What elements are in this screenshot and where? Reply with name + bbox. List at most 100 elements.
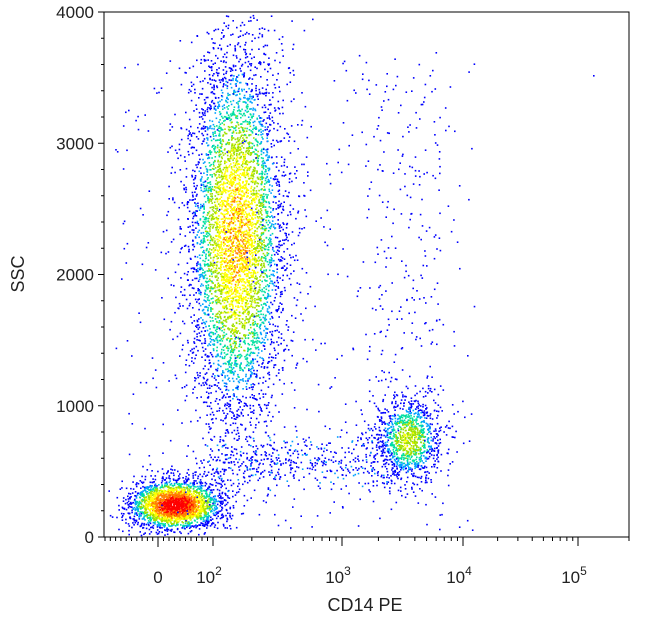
event-dot bbox=[150, 518, 152, 521]
event-dot bbox=[249, 209, 252, 211]
event-dot bbox=[152, 502, 155, 505]
event-dot bbox=[266, 244, 269, 246]
event-dot bbox=[185, 359, 188, 361]
event-dot bbox=[230, 113, 232, 115]
event-dot bbox=[184, 487, 186, 489]
event-dot bbox=[187, 503, 189, 506]
event-dot bbox=[223, 222, 225, 224]
event-dot bbox=[173, 495, 176, 497]
event-dot bbox=[156, 503, 159, 506]
event-dot bbox=[274, 59, 276, 62]
event-dot bbox=[127, 495, 129, 498]
event-dot bbox=[269, 282, 271, 285]
event-dot bbox=[134, 502, 136, 504]
event-dot bbox=[227, 228, 230, 231]
event-dot bbox=[212, 247, 215, 249]
event-dot bbox=[196, 339, 198, 341]
event-dot bbox=[165, 481, 168, 483]
event-dot bbox=[234, 344, 237, 347]
event-dot bbox=[185, 514, 188, 517]
event-dot bbox=[252, 212, 255, 215]
event-dot bbox=[154, 523, 156, 525]
event-dot bbox=[136, 506, 139, 509]
event-dot bbox=[239, 220, 242, 223]
event-dot bbox=[196, 324, 199, 326]
event-dot bbox=[202, 158, 204, 161]
event-dot bbox=[170, 502, 172, 504]
event-dot bbox=[163, 502, 165, 504]
event-dot bbox=[205, 188, 208, 190]
event-dot bbox=[230, 273, 232, 276]
event-dot bbox=[259, 223, 261, 226]
event-dot bbox=[182, 490, 184, 492]
event-dot bbox=[194, 377, 196, 379]
event-dot bbox=[251, 252, 253, 254]
event-dot bbox=[206, 507, 209, 510]
event-dot bbox=[234, 331, 236, 333]
event-dot bbox=[134, 512, 136, 514]
event-dot bbox=[243, 193, 246, 196]
event-dot bbox=[225, 275, 228, 278]
event-dot bbox=[198, 308, 200, 311]
event-dot bbox=[260, 257, 263, 260]
event-dot bbox=[192, 503, 194, 506]
event-dot bbox=[195, 325, 197, 327]
event-dot bbox=[250, 303, 253, 305]
event-dot bbox=[180, 501, 182, 503]
event-dot bbox=[215, 505, 217, 507]
event-dot bbox=[221, 277, 223, 279]
event-dot bbox=[238, 269, 240, 272]
event-dot bbox=[135, 497, 138, 499]
event-dot bbox=[197, 500, 200, 502]
event-dot bbox=[144, 475, 147, 478]
event-dot bbox=[204, 490, 206, 492]
event-dot bbox=[251, 235, 254, 237]
event-dot bbox=[276, 79, 278, 81]
event-dot bbox=[177, 523, 179, 526]
event-dot bbox=[179, 518, 182, 520]
event-dot bbox=[230, 286, 232, 288]
event-dot bbox=[210, 273, 213, 275]
event-dot bbox=[174, 508, 176, 510]
event-dot bbox=[229, 67, 232, 70]
event-dot bbox=[150, 491, 152, 493]
event-dot bbox=[219, 504, 222, 507]
event-dot bbox=[245, 299, 247, 301]
event-dot bbox=[228, 166, 230, 168]
event-dot bbox=[243, 184, 246, 186]
event-dot bbox=[218, 297, 220, 299]
event-dot bbox=[248, 312, 250, 314]
event-dot bbox=[183, 495, 186, 498]
event-dot bbox=[226, 339, 228, 341]
event-dot bbox=[208, 405, 211, 408]
event-dot bbox=[135, 495, 137, 497]
event-dot bbox=[187, 515, 189, 517]
event-dot bbox=[197, 505, 200, 507]
event-dot bbox=[147, 514, 150, 516]
event-dot bbox=[230, 357, 232, 360]
event-dot bbox=[201, 246, 204, 248]
event-dot bbox=[201, 93, 203, 95]
event-dot bbox=[204, 338, 206, 340]
event-dot bbox=[146, 516, 149, 518]
event-dot bbox=[237, 147, 240, 149]
event-dot bbox=[189, 525, 192, 527]
event-dot bbox=[246, 247, 249, 249]
event-dot bbox=[241, 198, 243, 200]
event-dot bbox=[217, 191, 220, 193]
event-dot bbox=[235, 78, 237, 80]
event-dot bbox=[161, 506, 163, 508]
event-dot bbox=[235, 94, 237, 97]
event-dot bbox=[229, 252, 232, 255]
event-dot bbox=[168, 475, 171, 477]
event-dot bbox=[192, 485, 195, 487]
event-dot bbox=[250, 224, 252, 226]
event-dot bbox=[233, 144, 236, 147]
event-dot bbox=[195, 515, 198, 517]
event-dot bbox=[249, 134, 252, 136]
event-dot bbox=[187, 353, 190, 356]
event-dot bbox=[133, 518, 135, 520]
event-dot bbox=[184, 514, 186, 517]
event-dot bbox=[219, 193, 221, 196]
event-dot bbox=[214, 130, 216, 133]
